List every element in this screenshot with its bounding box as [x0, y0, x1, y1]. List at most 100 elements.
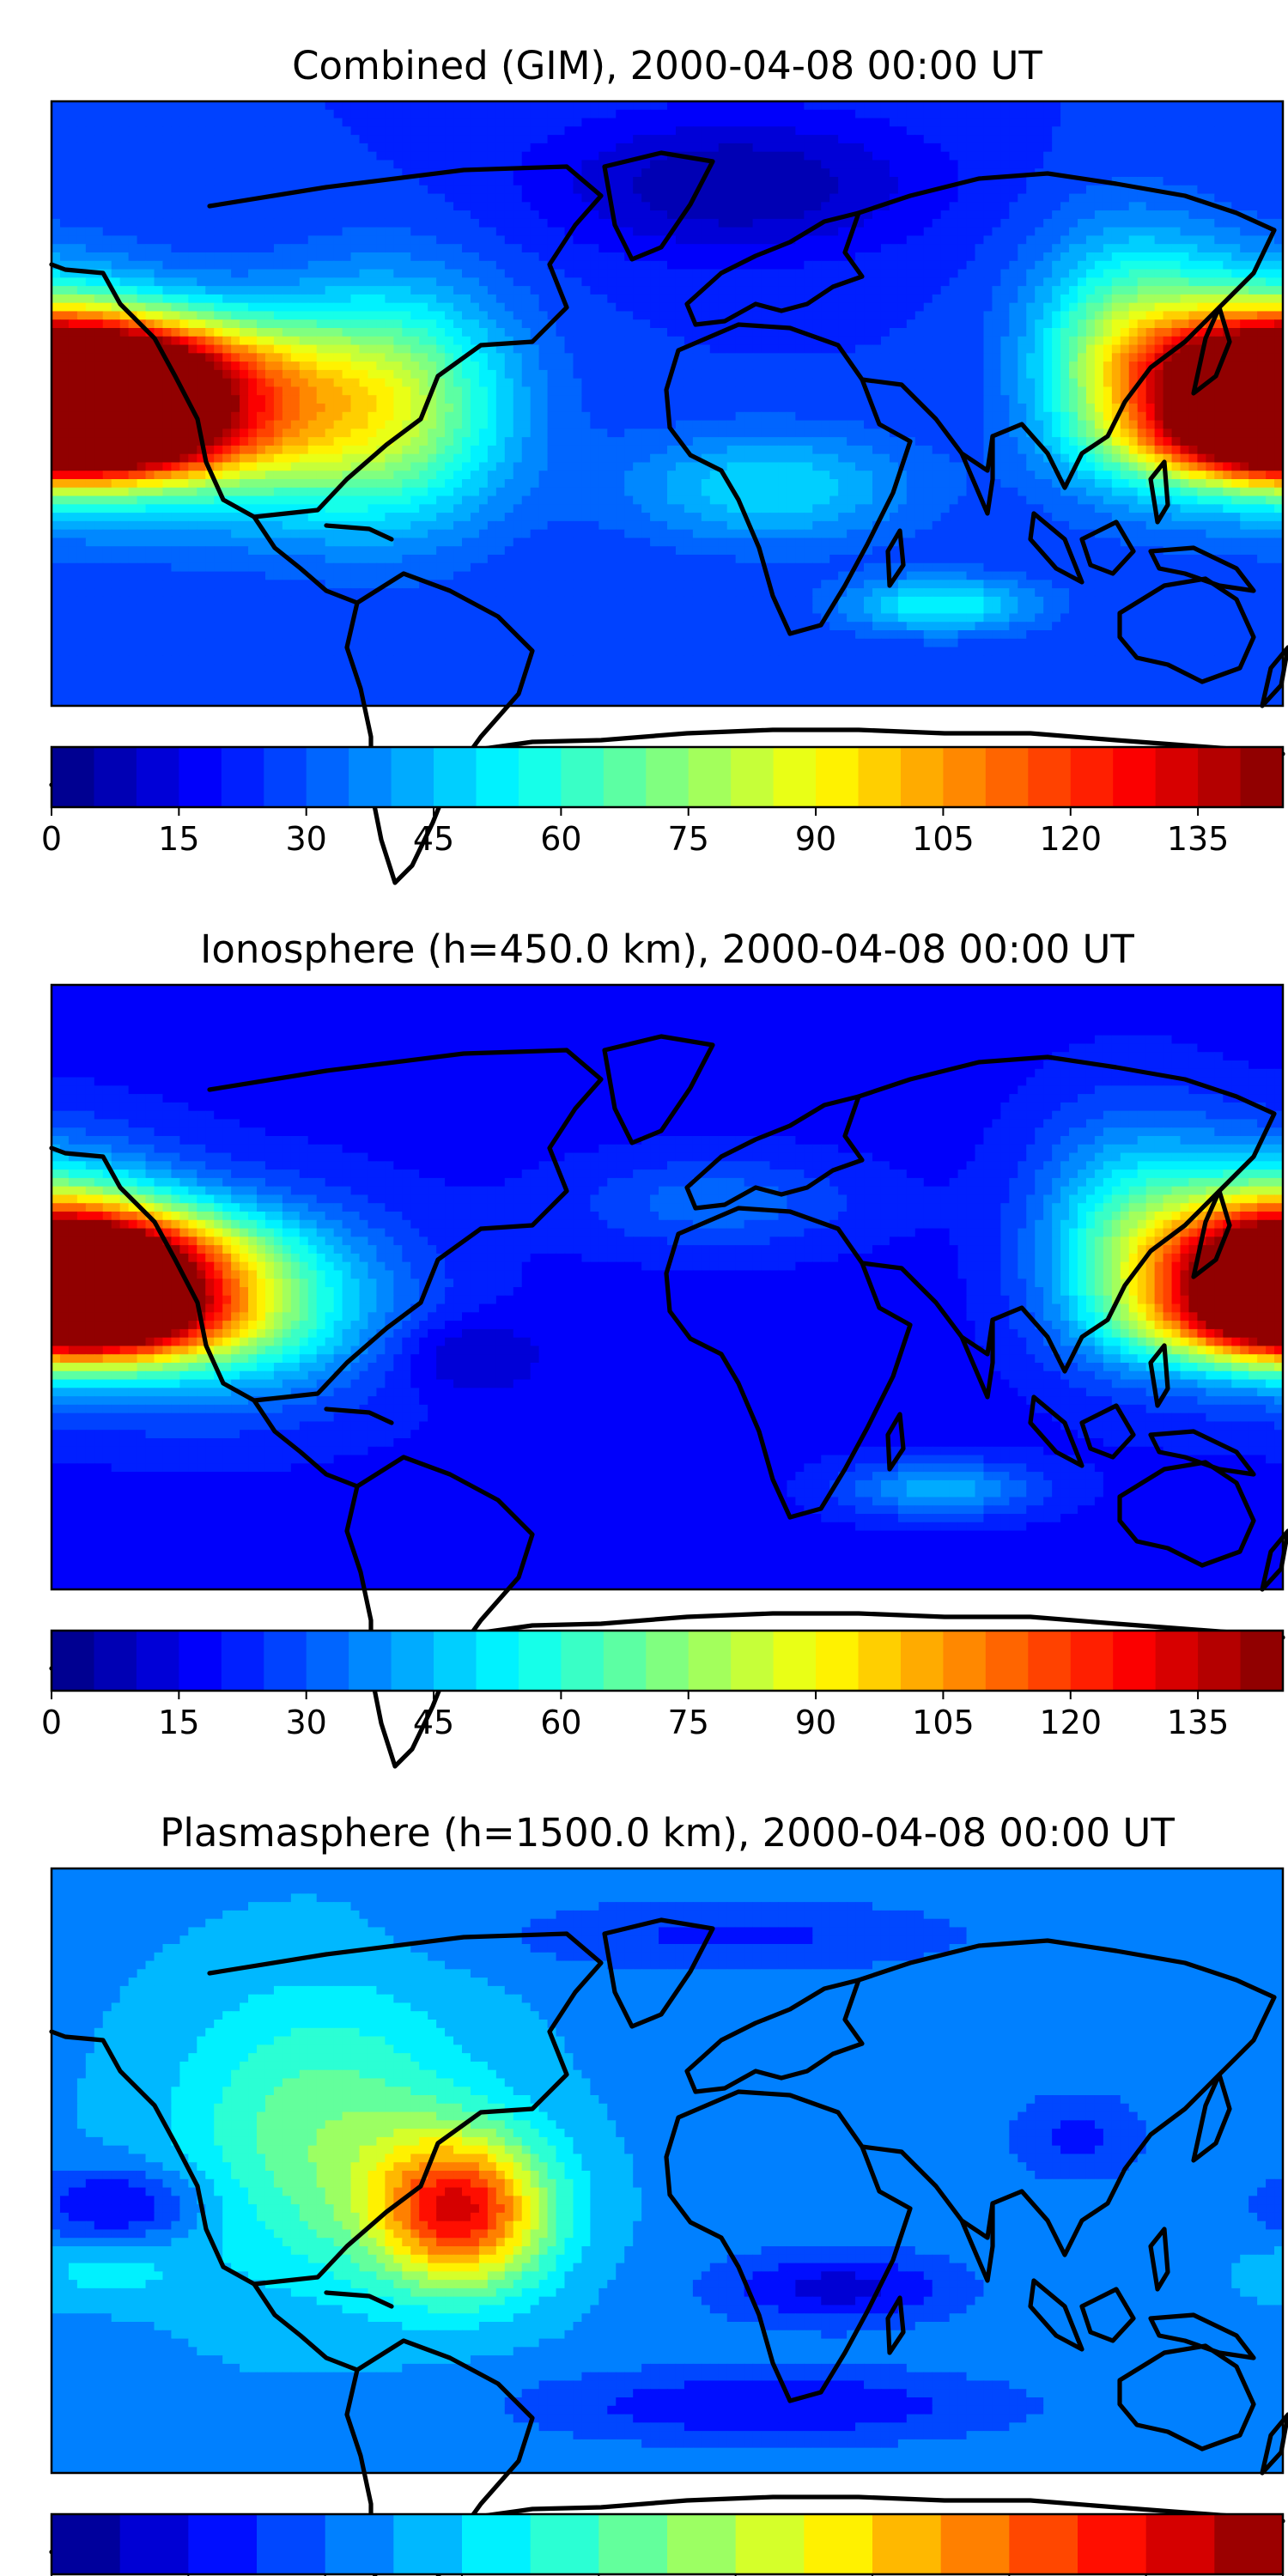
colorbar-swatch — [731, 1631, 774, 1691]
colorbar-swatch — [307, 1631, 349, 1691]
colorbar-swatch — [179, 1631, 222, 1691]
colorbar-tick-label: 60 — [540, 820, 581, 858]
colorbar-swatch — [774, 747, 817, 807]
colorbar-tick-label: 120 — [1039, 1704, 1102, 1741]
colorbar-swatch — [434, 747, 477, 807]
colorbar-tick-label: 45 — [413, 1704, 454, 1741]
colorbar-tick-label: 135 — [1167, 1704, 1230, 1741]
colorbar-tick-label: 75 — [668, 820, 709, 858]
colorbar-swatch — [137, 747, 179, 807]
colorbar-swatch — [604, 1631, 647, 1691]
colorbar-swatch — [52, 1631, 94, 1691]
colorbar-tick-label: 30 — [286, 820, 327, 858]
colorbar-tick-label: 60 — [540, 1704, 581, 1741]
colorbar-swatch — [941, 2514, 1010, 2574]
colorbar-swatch — [462, 2514, 531, 2574]
colorbar-swatch — [1113, 747, 1156, 807]
colorbar-swatch — [604, 747, 647, 807]
colorbar-tick-label: 15 — [158, 1704, 199, 1741]
colorbar-swatch — [434, 1631, 477, 1691]
colorbar-swatch — [222, 747, 264, 807]
colorbar-swatch — [349, 1631, 392, 1691]
colorbar-swatch — [1113, 1631, 1156, 1691]
colorbar-swatch — [986, 1631, 1029, 1691]
colorbar-tick-label: 105 — [912, 820, 975, 858]
colorbar-swatch — [1009, 2514, 1078, 2574]
colorbar-tick-label: 15 — [158, 820, 199, 858]
colorbar-swatch — [1146, 2514, 1215, 2574]
colorbar-swatch — [264, 1631, 307, 1691]
colorbar-swatch — [943, 747, 986, 807]
colorbar-swatch — [646, 1631, 689, 1691]
colorbar-swatch — [188, 2514, 257, 2574]
colorbar-swatch — [531, 2514, 599, 2574]
colorbar-swatch — [561, 747, 604, 807]
colorbar-swatch — [646, 747, 689, 807]
colorbar-swatch — [264, 747, 307, 807]
panel-2: Ionosphere (h=450.0 km), 2000-04-08 00:0… — [41, 927, 1288, 1766]
colorbar-swatch — [1156, 747, 1199, 807]
colorbar-swatch — [325, 2514, 394, 2574]
colorbar-swatch — [1071, 747, 1114, 807]
colorbar-swatch — [1198, 747, 1241, 807]
colorbar-swatch — [94, 747, 137, 807]
colorbar-swatch — [392, 1631, 434, 1691]
colorbar-swatch — [689, 1631, 732, 1691]
colorbar-swatch — [736, 2514, 805, 2574]
colorbar-tick-label: 0 — [41, 1704, 62, 1741]
colorbar-swatch — [901, 1631, 944, 1691]
colorbar-swatch — [901, 747, 944, 807]
colorbar: 051015202530354045 — [41, 2514, 1288, 2576]
colorbar-tick-label: 90 — [795, 1704, 836, 1741]
colorbar-swatch — [804, 2514, 872, 2574]
panel-title: Combined (GIM), 2000-04-08 00:00 UT — [292, 43, 1042, 88]
colorbar: 0 15 30 45 60 75 90 105 120 135 — [41, 1631, 1284, 1741]
colorbar-tick-label: 30 — [286, 1704, 327, 1741]
colorbar-swatch — [731, 747, 774, 807]
colorbar-swatch — [52, 747, 94, 807]
colorbar-swatch — [561, 1631, 604, 1691]
colorbar-swatch — [598, 2514, 667, 2574]
colorbar-swatch — [986, 747, 1029, 807]
colorbar-tick-label: 0 — [41, 820, 62, 858]
colorbar-swatch — [774, 1631, 817, 1691]
colorbar-swatch — [1028, 1631, 1071, 1691]
colorbar-swatch — [1078, 2514, 1146, 2574]
colorbar-swatch — [1214, 2514, 1283, 2574]
colorbar-tick-label: 135 — [1167, 820, 1230, 858]
panel-1: Combined (GIM), 2000-04-08 00:00 UT 0 15 30… — [41, 43, 1288, 883]
colorbar-swatch — [1241, 1631, 1284, 1691]
colorbar-swatch — [137, 1631, 179, 1691]
colorbar-swatch — [859, 1631, 902, 1691]
colorbar-swatch — [179, 747, 222, 807]
colorbar-swatch — [257, 2514, 325, 2574]
colorbar-swatch — [1241, 747, 1284, 807]
colorbar-swatch — [872, 2514, 941, 2574]
colorbar-swatch — [667, 2514, 736, 2574]
colorbar-tick-label: 45 — [413, 820, 454, 858]
colorbar-swatch — [349, 747, 392, 807]
colorbar-swatch — [222, 1631, 264, 1691]
colorbar-swatch — [1071, 1631, 1114, 1691]
colorbar-tick-label: 90 — [795, 820, 836, 858]
panel-title: Plasmasphere (h=1500.0 km), 2000-04-08 0… — [160, 1810, 1175, 1856]
colorbar-swatch — [816, 1631, 859, 1691]
colorbar-tick-label: 105 — [912, 1704, 975, 1741]
colorbar: 0 15 30 45 60 75 90 105 120 135 — [41, 747, 1284, 858]
colorbar-swatch — [1156, 1631, 1199, 1691]
panel-3: Plasmasphere (h=1500.0 km), 2000-04-08 0… — [41, 1810, 1288, 2576]
colorbar-swatch — [94, 1631, 137, 1691]
colorbar-swatch — [816, 747, 859, 807]
colorbar-swatch — [1198, 1631, 1241, 1691]
colorbar-swatch — [120, 2514, 189, 2574]
colorbar-swatch — [393, 2514, 462, 2574]
colorbar-swatch — [1028, 747, 1071, 807]
colorbar-swatch — [307, 747, 349, 807]
colorbar-tick-label: 75 — [668, 1704, 709, 1741]
colorbar-swatch — [476, 1631, 519, 1691]
colorbar-tick-label: 120 — [1039, 820, 1102, 858]
colorbar-swatch — [476, 747, 519, 807]
colorbar-swatch — [943, 1631, 986, 1691]
colorbar-swatch — [392, 747, 434, 807]
